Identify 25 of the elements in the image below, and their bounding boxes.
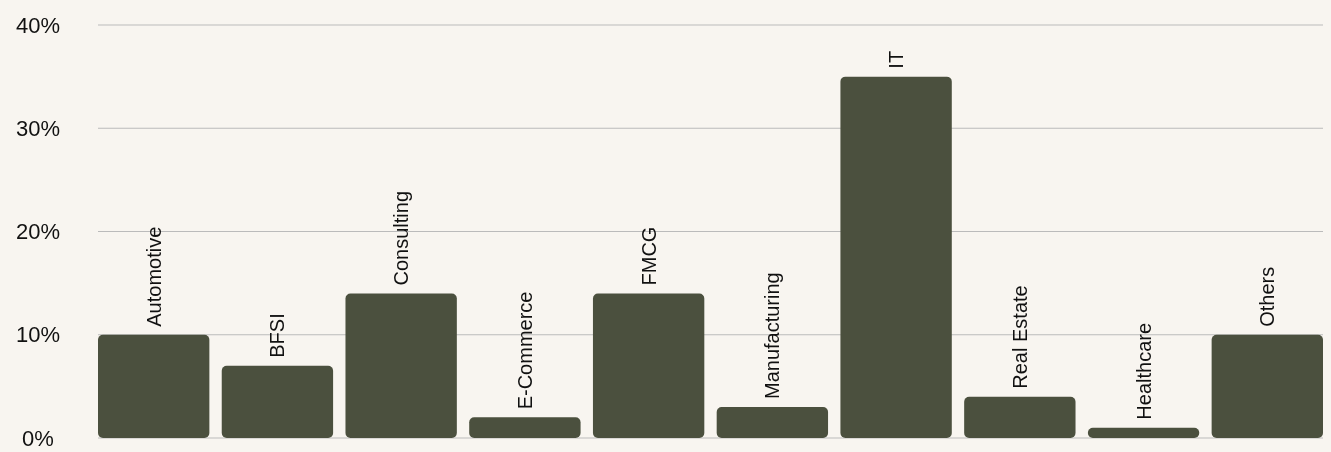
x-tick-label: E-Commerce <box>513 291 536 410</box>
bar <box>469 417 581 438</box>
bar <box>840 76 952 438</box>
x-tick-label: Consulting <box>390 190 413 286</box>
bar <box>964 396 1076 438</box>
bar <box>592 293 705 438</box>
bar <box>221 365 334 438</box>
x-tick-label: Healthcare <box>1132 322 1155 420</box>
y-tick-label: 0% <box>22 425 54 451</box>
y-tick-label: 20% <box>15 219 61 245</box>
x-tick-label: FMCG <box>637 226 660 286</box>
bar <box>1211 334 1323 438</box>
bar <box>1087 427 1200 438</box>
x-tick-label: Automotive <box>142 226 165 327</box>
y-tick-label: 40% <box>15 12 61 38</box>
bar <box>716 407 829 438</box>
x-tick-label: IT <box>885 50 908 69</box>
y-tick-label: 30% <box>15 115 61 141</box>
x-tick-label: Real Estate <box>1008 285 1031 389</box>
y-tick-label: 10% <box>15 322 61 348</box>
x-tick-label: Others <box>1256 266 1279 327</box>
x-tick-label: Manufacturing <box>761 272 784 400</box>
bar <box>98 334 210 438</box>
bar <box>345 293 457 438</box>
x-tick-label: BFSI <box>266 313 289 358</box>
